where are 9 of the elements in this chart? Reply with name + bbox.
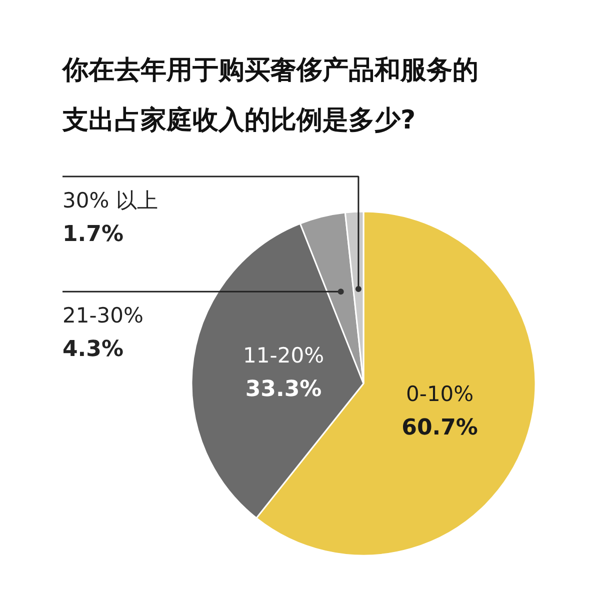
data-label: 1.7% [62, 222, 124, 247]
slice-label: 11-20% [243, 344, 324, 368]
slice-label: 30% 以上 [62, 188, 158, 212]
data-label: 60.7% [402, 416, 478, 441]
data-label: 33.3% [245, 377, 322, 402]
chart-title: 你在去年用于购买奢侈产品和服务的支出占家庭收入的比例是多少? [62, 56, 478, 136]
data-label: 4.3% [62, 337, 124, 362]
slice-label: 0-10% [406, 382, 474, 406]
slice-label: 21-30% [62, 304, 144, 328]
